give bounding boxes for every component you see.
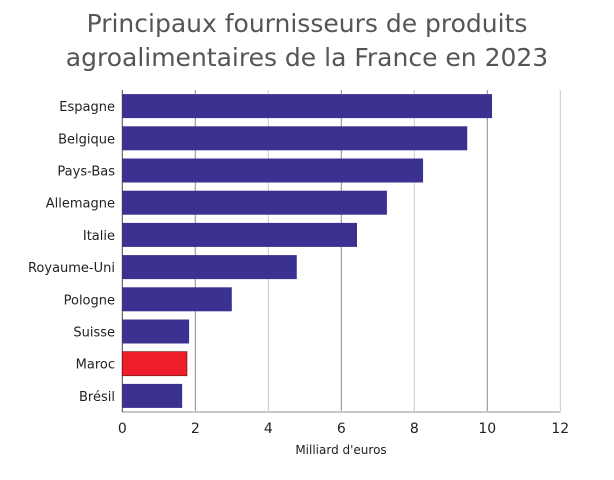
- category-label: Royaume-Uni: [28, 261, 115, 276]
- x-tick-label: 8: [410, 421, 419, 437]
- x-tick-label: 2: [191, 421, 200, 437]
- bar-italie: [122, 222, 357, 247]
- bar-espagne: [122, 94, 493, 119]
- bar-suisse: [122, 319, 190, 344]
- bar-pologne: [122, 287, 232, 312]
- category-label: Belgique: [58, 132, 115, 147]
- category-label: Pologne: [64, 293, 115, 308]
- x-tick-label: 10: [478, 421, 496, 437]
- category-label: Allemagne: [46, 197, 115, 212]
- category-label: Italie: [83, 229, 115, 244]
- bar-royaume-uni: [122, 255, 297, 280]
- bar-allemagne: [122, 190, 387, 215]
- x-tick-label: 12: [551, 421, 569, 437]
- x-tick-label: 4: [264, 421, 273, 437]
- category-label: Maroc: [76, 358, 115, 373]
- chart-title-line-2: agroalimentaires de la France en 2023: [66, 43, 548, 72]
- category-label: Pays-Bas: [57, 165, 115, 180]
- category-label: Brésil: [79, 390, 115, 405]
- bar-maroc: [121, 351, 188, 377]
- chart-title-line-1: Principaux fournisseurs de produits: [87, 9, 528, 38]
- bar-belgique: [122, 126, 468, 151]
- category-label: Suisse: [73, 326, 115, 341]
- category-label: Espagne: [59, 100, 115, 115]
- bar-pays-bas: [122, 158, 424, 183]
- x-tick-label: 0: [118, 421, 127, 437]
- bar-brésil: [122, 383, 183, 408]
- x-axis-label: Milliard d'euros: [295, 443, 386, 457]
- x-tick-label: 6: [337, 421, 346, 437]
